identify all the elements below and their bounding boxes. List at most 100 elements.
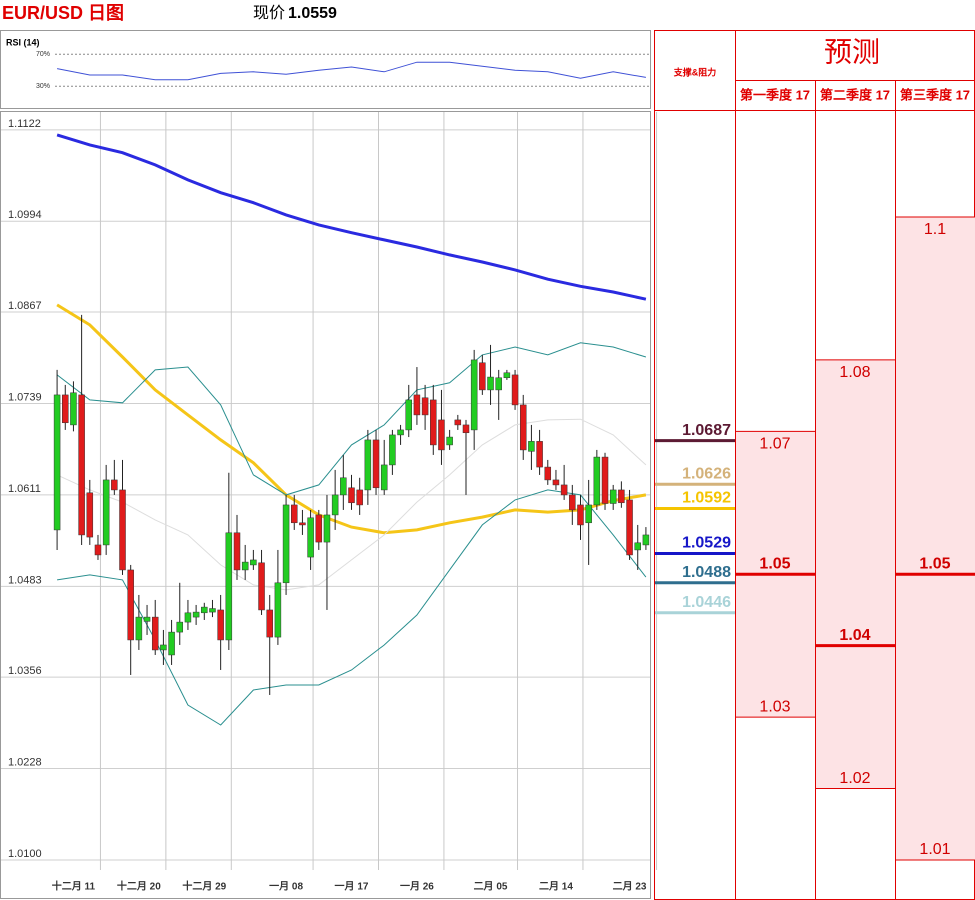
forecast-high-label: 1.1 — [924, 221, 946, 238]
candle-body — [184, 612, 192, 623]
candle-body — [462, 424, 470, 434]
candle-body — [331, 494, 339, 516]
forecast-mid-label: 1.05 — [919, 555, 950, 572]
candle-body — [544, 466, 552, 481]
candle-body — [78, 394, 85, 536]
candle-body — [372, 439, 380, 489]
candle-body — [528, 441, 535, 452]
candle-body — [217, 609, 224, 641]
candle-body — [225, 532, 233, 641]
x-tick-label: 二月 14 — [539, 881, 573, 893]
candle-body — [503, 372, 511, 379]
quarter-name: 第三季度 17 — [900, 87, 970, 102]
candle-body — [94, 544, 102, 556]
indicator-line — [56, 133, 647, 301]
candle-body — [241, 561, 249, 571]
y-tick-label: 1.1122 — [8, 118, 41, 130]
candle-body — [626, 499, 633, 556]
candle-body — [618, 489, 625, 504]
candle-body — [119, 489, 126, 571]
candle-body — [446, 436, 453, 446]
candle-body — [511, 374, 519, 406]
price-panel — [0, 111, 651, 899]
candle-body — [609, 489, 617, 504]
candle-body — [430, 399, 437, 446]
candle-body — [70, 392, 77, 426]
y-tick-label: 1.0994 — [8, 209, 42, 221]
y-tick-label: 1.0483 — [8, 574, 42, 586]
price-label: 现价 — [253, 5, 285, 22]
candle-body — [291, 504, 298, 524]
level-label: 1.0529 — [682, 535, 731, 552]
candle-body — [151, 616, 159, 651]
candle-body — [192, 611, 200, 618]
candle-body — [380, 464, 388, 491]
candle-body — [201, 606, 208, 614]
level-label: 1.0626 — [682, 465, 731, 482]
candle-body — [323, 514, 331, 543]
quarter-name: 第一季度 17 — [740, 87, 810, 102]
candle-body — [266, 609, 273, 638]
candle-body — [127, 569, 134, 641]
candle-body — [299, 522, 306, 526]
candle-body — [315, 514, 323, 543]
candle-body — [642, 534, 650, 546]
y-tick-label: 1.0611 — [8, 483, 41, 495]
x-tick-label: 十二月 20 — [117, 880, 161, 893]
candle-body — [258, 562, 265, 611]
candle-body — [250, 559, 257, 566]
candle-body — [348, 487, 355, 504]
level-label: 1.0488 — [682, 564, 731, 581]
level-label: 1.0446 — [682, 594, 731, 611]
forecast-low-label: 1.03 — [759, 698, 790, 715]
candle-body — [364, 439, 372, 491]
candle-body — [307, 517, 314, 558]
candle-body — [634, 542, 641, 551]
forecast-range — [816, 359, 895, 789]
levels-title: 支撑&阻力 — [673, 66, 717, 77]
rsi-tick-label: 70% — [36, 51, 50, 58]
candle-body — [389, 434, 396, 466]
forecast-low-label: 1.01 — [919, 841, 950, 858]
candle-body — [454, 419, 462, 426]
candle-body — [233, 532, 241, 571]
current-price: 1.0559 — [288, 5, 337, 22]
candle-body — [274, 582, 282, 638]
forecast-mid-label: 1.04 — [839, 627, 870, 644]
candle-body — [421, 397, 429, 416]
candle-body — [495, 377, 502, 391]
x-tick-label: 十二月 11 — [52, 880, 96, 893]
forecast-title: 预测 — [824, 37, 880, 68]
candle-body — [282, 504, 290, 584]
candle-body — [519, 404, 527, 451]
forecast-high-label: 1.08 — [839, 364, 870, 381]
indicator-line — [56, 303, 647, 535]
candle-body — [479, 362, 486, 391]
rsi-title: RSI (14) — [6, 37, 40, 47]
candle-body — [168, 631, 175, 656]
x-tick-label: 一月 26 — [400, 881, 434, 893]
candle-body — [340, 477, 347, 496]
candle-body — [405, 399, 412, 431]
candle-body — [413, 394, 421, 416]
level-label: 1.0592 — [682, 490, 731, 507]
candle-body — [111, 479, 118, 491]
forecast-mid-label: 1.05 — [759, 555, 790, 572]
candle-body — [209, 608, 216, 613]
candle-body — [102, 479, 110, 546]
candle-body — [601, 456, 609, 504]
candle-body — [62, 394, 69, 424]
quarter-name: 第二季度 17 — [820, 87, 890, 102]
overlay-lines — [56, 133, 647, 726]
level-label: 1.0687 — [682, 422, 731, 439]
rsi-tick-label: 30% — [36, 83, 50, 90]
candle-body — [560, 484, 568, 496]
indicator-line — [56, 342, 647, 496]
x-tick-label: 二月 23 — [613, 881, 647, 893]
candle-body — [160, 644, 167, 651]
candle-body — [536, 441, 543, 468]
y-tick-label: 1.0867 — [8, 300, 42, 312]
x-tick-label: 二月 05 — [474, 881, 508, 893]
